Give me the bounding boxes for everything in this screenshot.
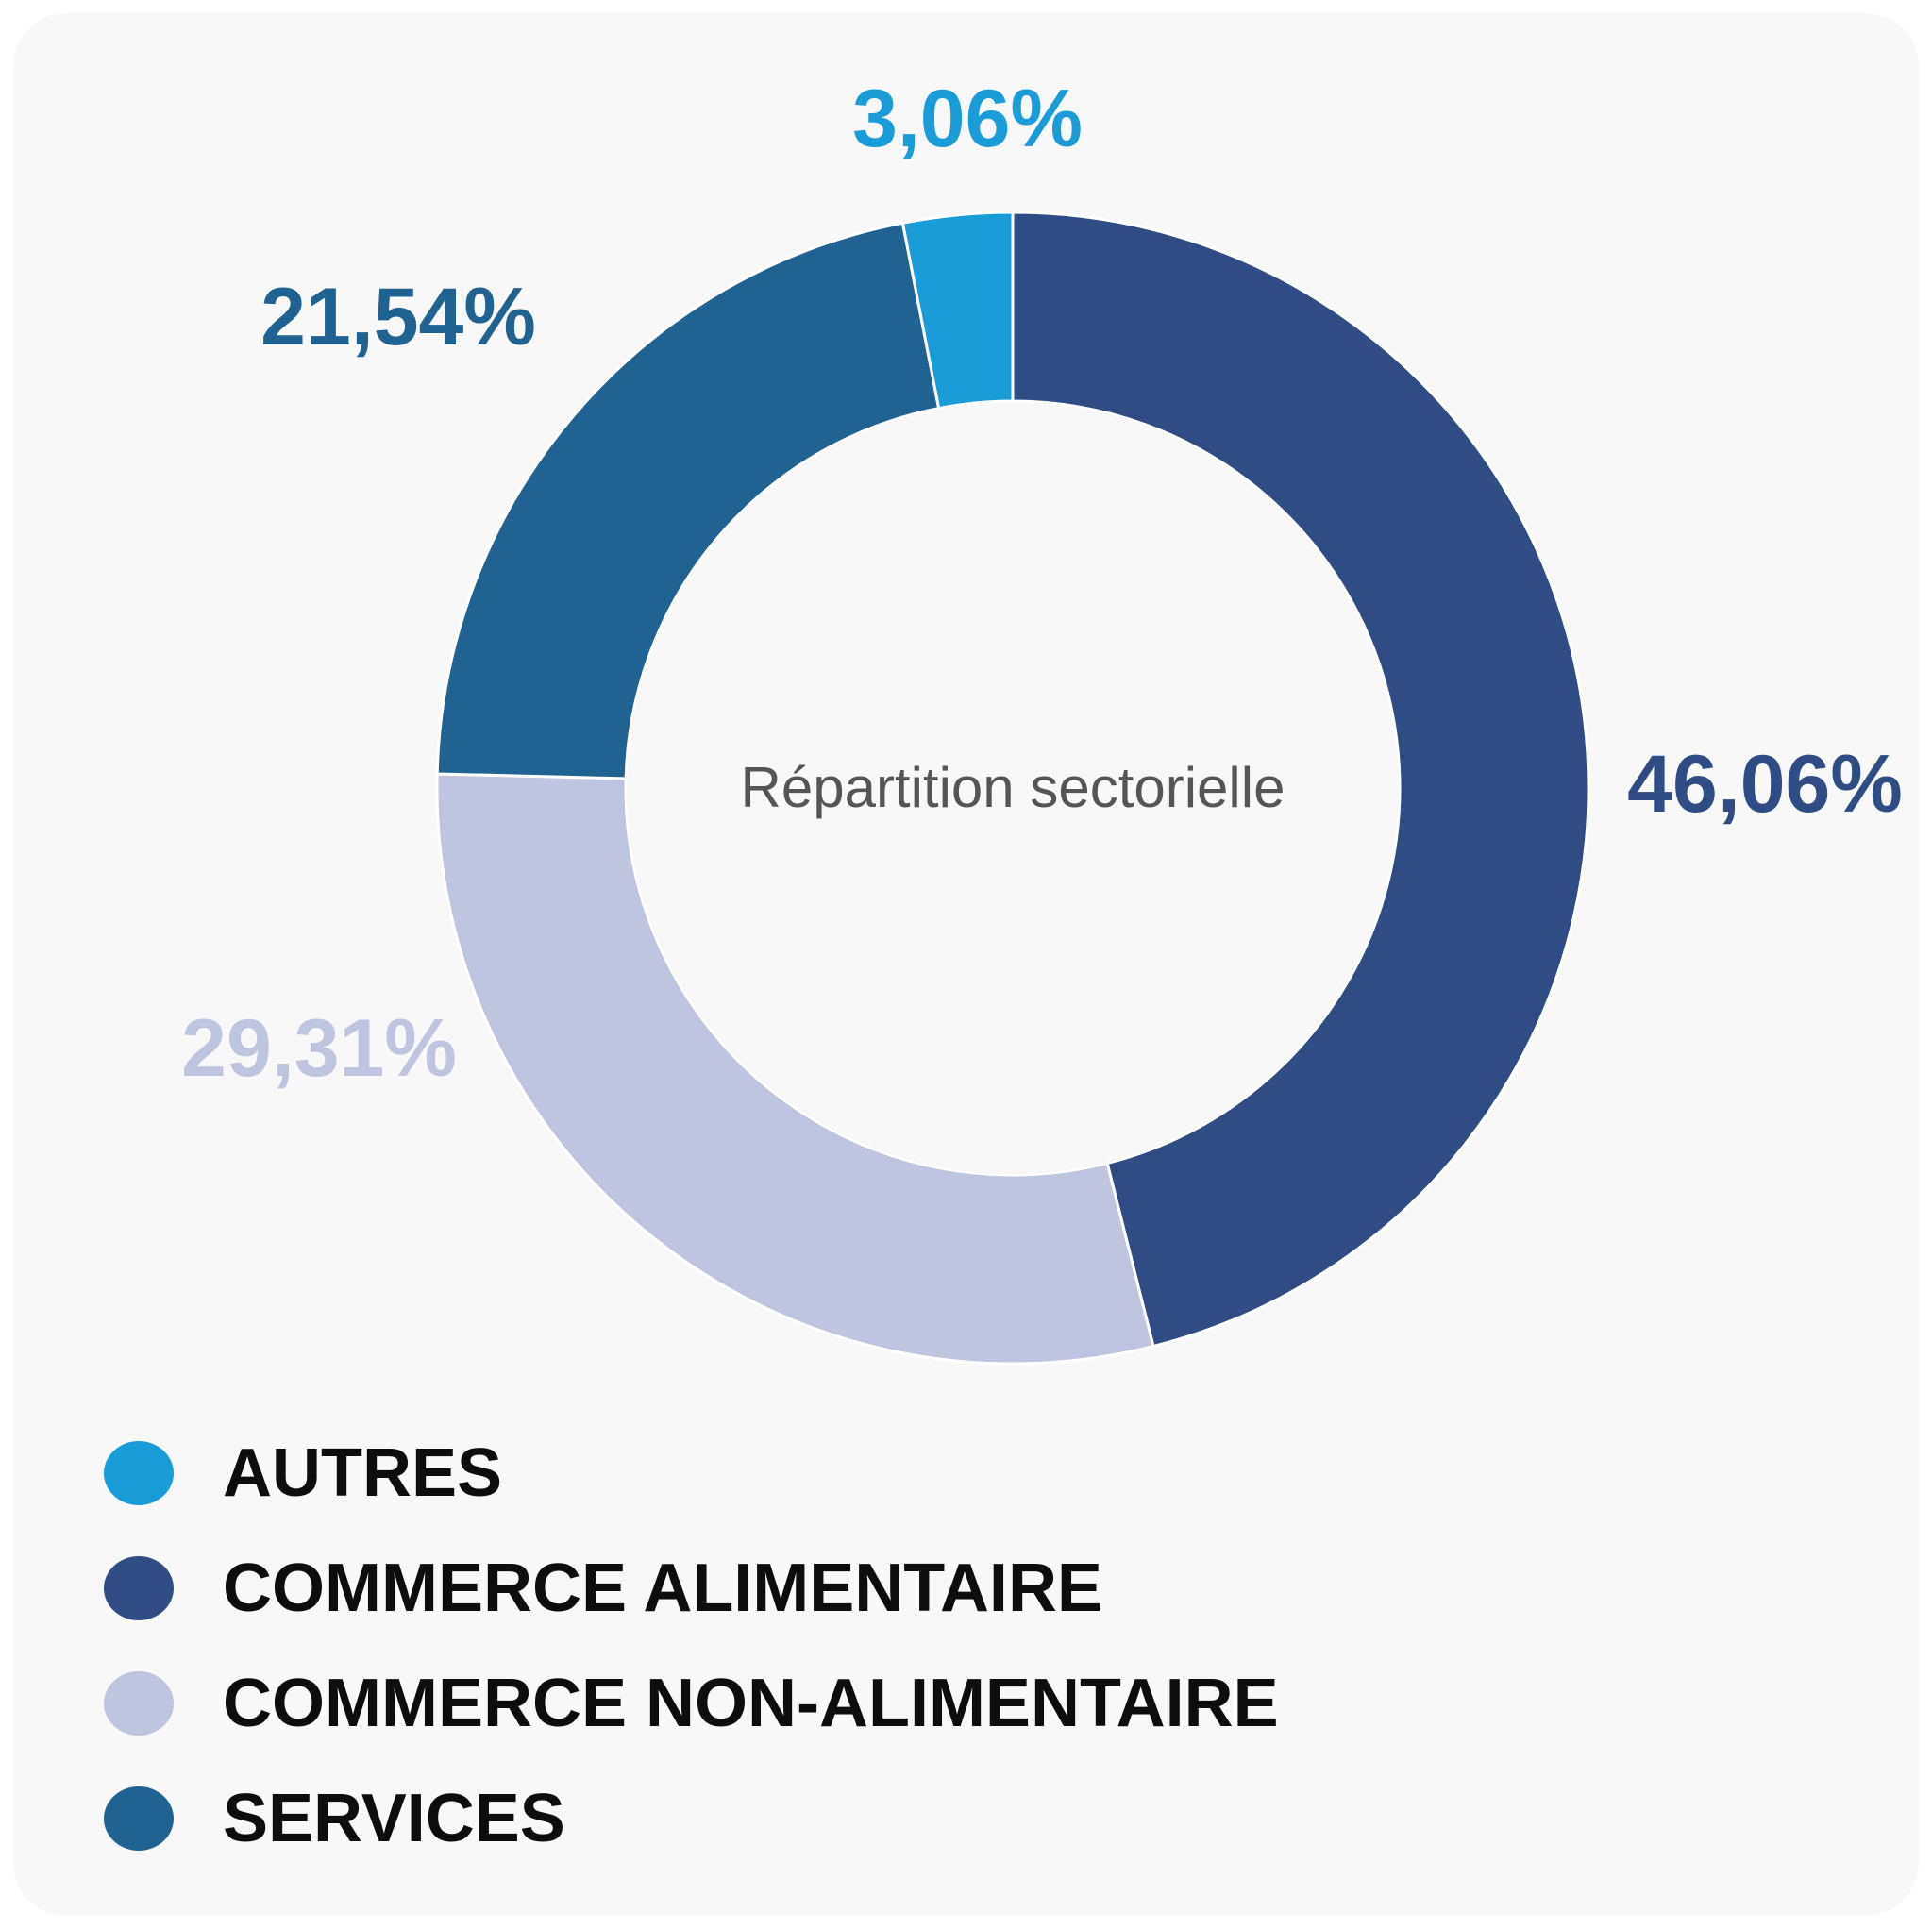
legend-swatch-commerce-non-alimentaire <box>104 1671 174 1736</box>
value-label-commerce-alimentaire: 46,06% <box>1627 739 1903 830</box>
value-label-commerce-non-alimentaire: 29,31% <box>181 1003 457 1094</box>
donut-hole <box>627 402 1399 1174</box>
legend-item-commerce-alimentaire[interactable]: COMMERCE ALIMENTAIRE <box>104 1531 1279 1646</box>
chart-title: Répartition sectorielle <box>741 756 1285 819</box>
value-labels: 3,06% 46,06% 29,31% 21,54% <box>181 74 1903 1094</box>
legend-swatch-autres <box>104 1441 174 1505</box>
legend: AUTRES COMMERCE ALIMENTAIRE COMMERCE NON… <box>104 1416 1279 1876</box>
legend-item-autres[interactable]: AUTRES <box>104 1416 1279 1531</box>
value-label-services: 21,54% <box>260 272 536 362</box>
legend-item-commerce-non-alimentaire[interactable]: COMMERCE NON-ALIMENTAIRE <box>104 1646 1279 1761</box>
legend-label-autres: AUTRES <box>223 1435 503 1511</box>
slice-services[interactable] <box>435 221 941 780</box>
slice-commerce-non-alimentaire[interactable] <box>435 772 1155 1366</box>
slice-commerce-alimentaire[interactable] <box>1011 210 1590 1349</box>
value-label-autres: 3,06% <box>852 74 1083 164</box>
legend-swatch-services <box>104 1786 174 1851</box>
legend-item-services[interactable]: SERVICES <box>104 1761 1279 1876</box>
donut-slices <box>435 210 1590 1366</box>
slice-autres[interactable] <box>900 210 1015 411</box>
legend-label-commerce-non-alimentaire: COMMERCE NON-ALIMENTAIRE <box>223 1666 1279 1741</box>
legend-label-services: SERVICES <box>223 1781 565 1856</box>
legend-swatch-commerce-alimentaire <box>104 1556 174 1620</box>
legend-label-commerce-alimentaire: COMMERCE ALIMENTAIRE <box>223 1551 1102 1626</box>
